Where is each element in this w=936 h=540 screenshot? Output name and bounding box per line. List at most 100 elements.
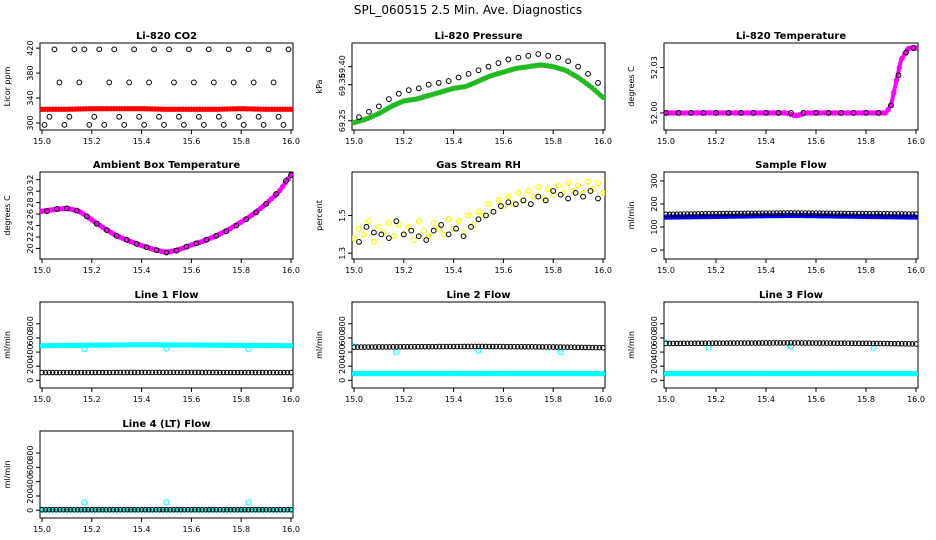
data-point-black (725, 110, 732, 116)
data-point-black (571, 344, 578, 351)
data-point-black (706, 340, 712, 347)
x-tick-label: 15.6 (494, 137, 512, 146)
data-point-black (366, 108, 372, 115)
data-point-green (461, 84, 468, 90)
data-point-cyan (288, 343, 293, 349)
data-point-cyan (359, 370, 365, 377)
x-tick-label: 15.8 (544, 266, 562, 275)
data-point-black (472, 343, 478, 350)
data-point-cyan (771, 370, 778, 377)
data-point-cyan (149, 342, 156, 348)
data-point-cyan (713, 370, 719, 377)
data-point-black (521, 343, 528, 350)
data-point-black (535, 193, 542, 200)
data-point-black (281, 369, 287, 376)
data-point-cyan (589, 370, 595, 377)
data-point-black (515, 54, 522, 61)
data-point-black (400, 231, 407, 238)
data-point-red (185, 106, 192, 112)
data-point-black (766, 210, 773, 216)
data-point-black (238, 506, 244, 513)
data-point-blue (891, 214, 897, 220)
x-tick-label: 15.8 (232, 395, 250, 404)
plot-area (352, 51, 605, 126)
data-point-cyan (395, 370, 401, 377)
data-point-black (106, 506, 113, 513)
data-point-red (114, 105, 120, 112)
data-point-cyan (777, 370, 783, 377)
data-point-black (213, 506, 220, 513)
data-point-cyan (221, 342, 228, 348)
data-point-black (823, 340, 830, 346)
data-point-cyan (78, 342, 84, 348)
data-point-black (64, 506, 70, 513)
data-point-black (702, 211, 709, 217)
data-point-cyan (80, 342, 87, 348)
data-point-black (223, 228, 230, 235)
data-point-black (395, 90, 402, 97)
data-point-green (531, 63, 537, 69)
data-point-yellow (495, 197, 502, 204)
data-point-black (713, 340, 719, 346)
data-point-black (99, 506, 106, 513)
data-point-yellow (430, 220, 437, 227)
data-point-black (863, 210, 869, 217)
data-point-black (231, 369, 237, 376)
y-tick-label: 28 (26, 198, 35, 208)
chart-title: Gas Stream RH (436, 160, 521, 171)
data-point-cyan (219, 342, 225, 348)
data-point-black (465, 343, 471, 350)
data-point-cyan (163, 342, 170, 348)
data-point-black (675, 110, 682, 116)
data-point-cyan (517, 370, 523, 377)
data-point-yellow (505, 193, 512, 200)
plot-area (352, 178, 605, 245)
data-point-black (85, 506, 92, 513)
data-point-black (161, 121, 167, 128)
data-point-red (80, 106, 87, 112)
data-point-yellow (600, 189, 605, 196)
data-point-black (546, 344, 553, 350)
data-point-cyan (500, 370, 507, 377)
data-point-cyan (810, 370, 816, 377)
data-point-black (670, 340, 676, 347)
y-tick-label: 24 (26, 220, 35, 230)
data-point-black (750, 110, 757, 116)
data-point-black (42, 369, 49, 376)
y-tick-label: 0 (650, 378, 659, 383)
series-band-magenta (40, 173, 293, 255)
data-point-black (664, 211, 669, 218)
data-point-black (71, 506, 77, 513)
data-point-black (213, 232, 220, 239)
data-point-black (681, 211, 687, 217)
data-point-black (40, 506, 45, 513)
data-point-black (85, 369, 92, 376)
data-point-yellow (455, 218, 462, 225)
x-tick-label: 15.2 (707, 395, 725, 404)
data-point-black (881, 340, 887, 347)
data-point-black (143, 244, 150, 251)
data-point-yellow (375, 223, 382, 230)
data-point-yellow (535, 184, 542, 191)
data-point-cyan (241, 342, 247, 349)
y-tick-label: 200 (650, 196, 659, 211)
data-point-cyan (216, 342, 222, 348)
data-point-black (390, 344, 396, 350)
data-point-black (241, 369, 248, 376)
data-point-green (442, 88, 448, 94)
data-point-black (81, 369, 88, 376)
data-point-black (831, 210, 837, 217)
data-point-yellow (390, 233, 397, 240)
data-point-cyan (428, 370, 435, 377)
data-point-black (557, 344, 564, 350)
data-point-magenta (693, 110, 700, 116)
data-point-cyan (888, 370, 894, 377)
data-point-black (827, 210, 834, 217)
data-point-cyan (144, 342, 150, 348)
data-point-yellow (480, 212, 487, 219)
data-point-cyan (816, 370, 822, 377)
data-point-yellow (352, 235, 357, 242)
data-point-black (539, 344, 546, 350)
data-point-black (490, 208, 497, 215)
data-point-cyan (899, 370, 905, 377)
